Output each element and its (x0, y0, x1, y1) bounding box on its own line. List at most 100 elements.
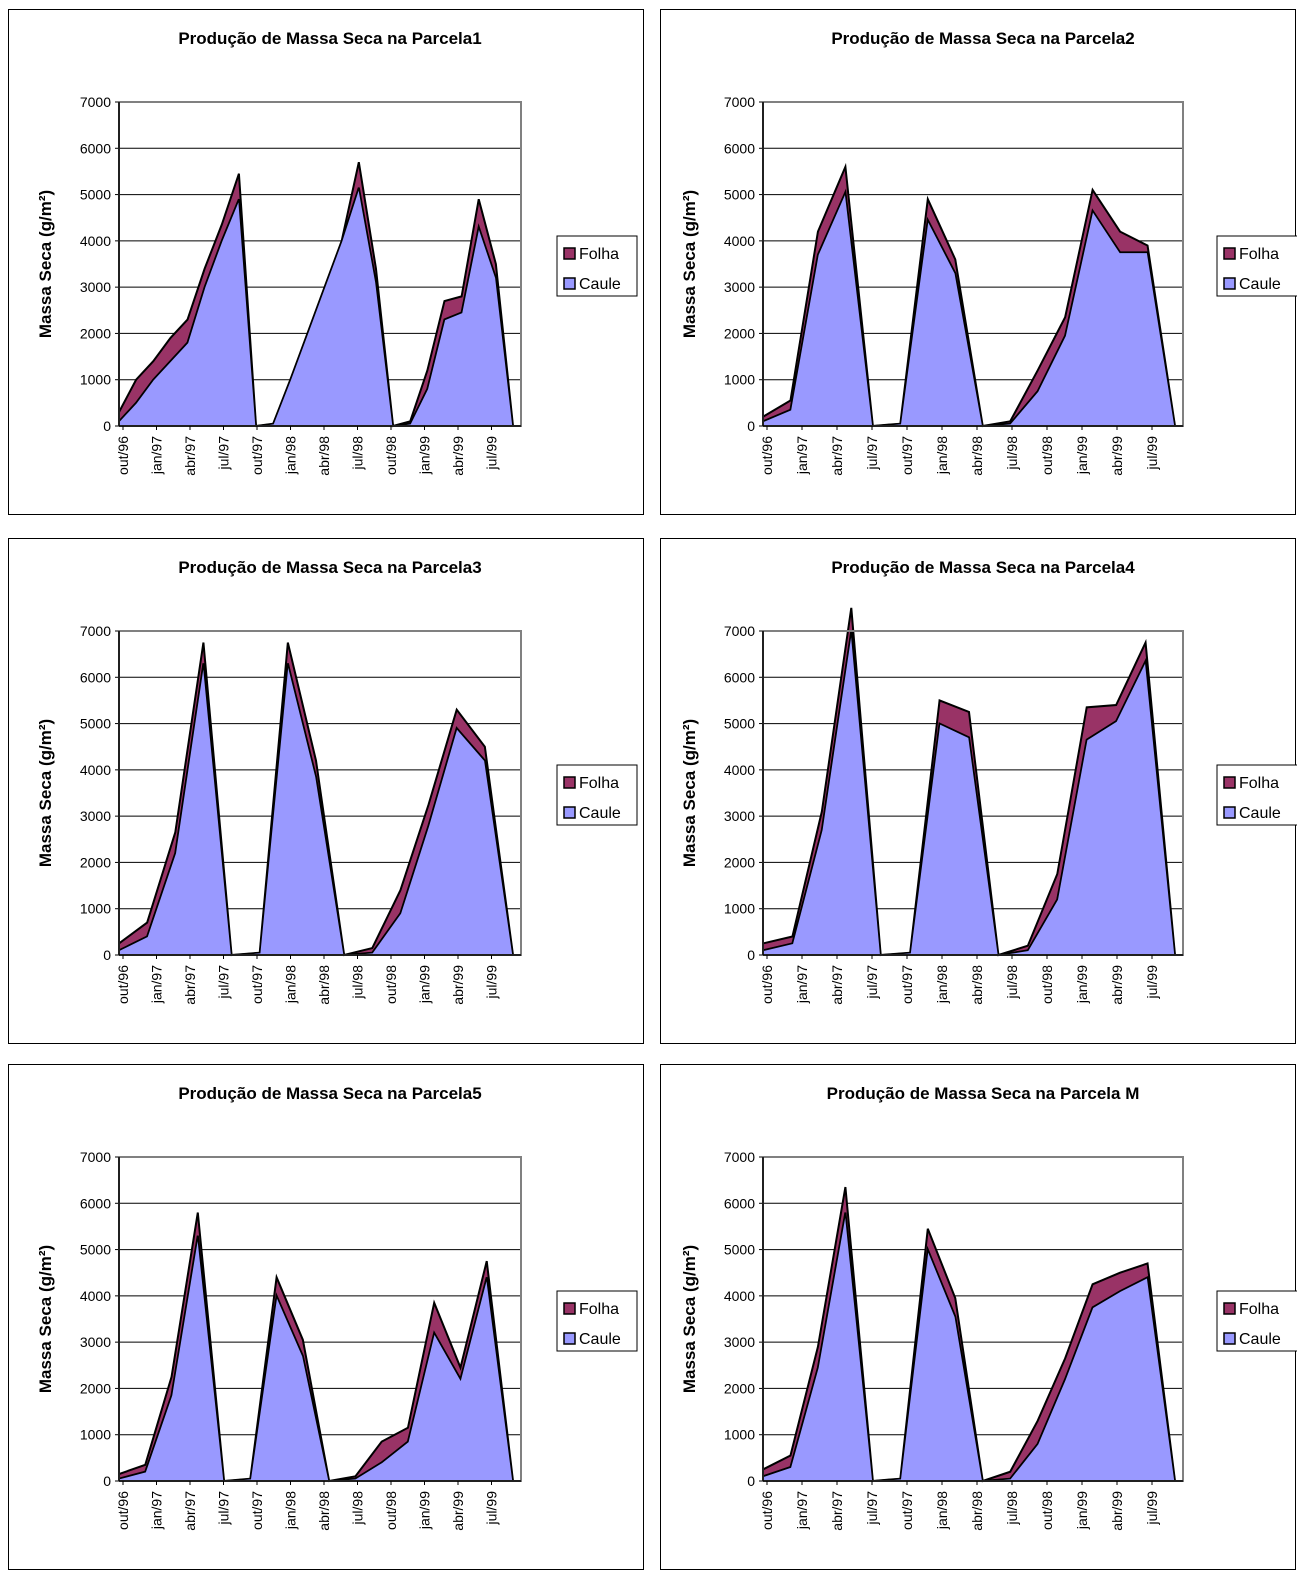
y-tick-label: 4000 (80, 762, 111, 778)
x-tick-label: jul/97 (216, 965, 232, 1000)
x-tick-label: out/98 (1039, 1491, 1055, 1530)
chart-panel: Produção de Massa Seca na Parcela1 0 1000 2… (8, 9, 644, 515)
x-tick-label: out/96 (115, 1491, 131, 1530)
chart-title: Produção de Massa Seca na Parcela M (827, 1084, 1140, 1103)
y-tick-label: 1000 (724, 1427, 755, 1443)
y-tick-label: 7000 (724, 623, 755, 639)
x-tick-label: jul/98 (1004, 965, 1020, 1000)
y-tick-label: 4000 (80, 233, 111, 249)
x-tick-label: abr/97 (182, 965, 198, 1005)
chart-title: Produção de Massa Seca na Parcela3 (178, 558, 481, 577)
x-tick-label: jul/97 (864, 436, 880, 471)
chart-panel: Produção de Massa Seca na Parcela4 0 1000 2… (660, 538, 1297, 1044)
x-tick-label: jan/98 (934, 1491, 950, 1530)
x-tick-label: abr/97 (829, 1491, 845, 1531)
y-tick-label: 5000 (80, 716, 111, 732)
y-tick-label: 3000 (724, 808, 755, 824)
chart-svg: Produção de Massa Seca na Parcela2 0 1000 2… (680, 29, 1297, 476)
legend-label-folha: Folha (1239, 775, 1279, 792)
legend-swatch-caule (563, 806, 576, 819)
legend-swatch-folha (563, 247, 576, 260)
x-tick-label: out/97 (899, 436, 915, 475)
y-tick-label: 5000 (80, 1242, 111, 1258)
y-tick-label: 7000 (724, 1149, 755, 1165)
y-tick-label: 5000 (724, 1242, 755, 1258)
chart-svg: Produção de Massa Seca na Parcela M 0 1000… (680, 1084, 1297, 1531)
y-tick-label: 6000 (724, 1195, 755, 1211)
x-tick-label: jan/97 (149, 436, 165, 475)
y-tick-label: 2000 (724, 1380, 755, 1396)
legend-swatch-caule (563, 1332, 576, 1345)
y-axis-label: Massa Seca (g/m²) (680, 1245, 699, 1393)
legend-label-caule: Caule (579, 805, 621, 822)
legend-label-caule: Caule (1239, 276, 1281, 293)
chart-svg: Produção de Massa Seca na Parcela1 0 1000 2… (36, 29, 638, 476)
x-tick-label: jul/99 (484, 436, 500, 471)
series-caule-area (762, 1212, 1176, 1482)
y-axis-label: Massa Seca (g/m²) (36, 719, 55, 867)
chart-title: Produção de Massa Seca na Parcela2 (831, 29, 1134, 48)
x-tick-label: jul/98 (1004, 436, 1020, 471)
chart-svg: Produção de Massa Seca na Parcela4 0 1000 2… (680, 558, 1297, 1005)
x-tick-label: jan/97 (149, 1491, 165, 1530)
chart-title: Produção de Massa Seca na Parcela1 (178, 29, 481, 48)
x-tick-label: abr/98 (969, 436, 985, 476)
x-tick-label: jan/97 (794, 436, 810, 475)
legend-swatch-folha (1223, 1302, 1236, 1315)
x-tick-label: out/97 (249, 436, 265, 475)
y-axis-label: Massa Seca (g/m²) (36, 1245, 55, 1393)
x-tick-label: jan/98 (283, 1491, 299, 1530)
y-tick-label: 7000 (724, 94, 755, 110)
x-tick-label: jul/99 (1144, 436, 1160, 471)
x-tick-label: abr/98 (316, 965, 332, 1005)
x-tick-label: jan/99 (417, 1491, 433, 1530)
y-tick-label: 0 (747, 1473, 755, 1489)
x-tick-label: jan/99 (1074, 1491, 1090, 1530)
y-tick-label: 1000 (80, 372, 111, 388)
x-tick-label: out/98 (383, 965, 399, 1004)
x-tick-label: out/98 (1039, 965, 1055, 1004)
x-tick-label: jan/99 (1074, 436, 1090, 475)
legend-swatch-folha (1223, 247, 1236, 260)
chart-panel: Produção de Massa Seca na Parcela M 0 1000… (660, 1064, 1297, 1570)
legend-label-folha: Folha (579, 1301, 619, 1318)
x-tick-label: out/96 (759, 1491, 775, 1530)
y-tick-label: 7000 (80, 94, 111, 110)
x-tick-label: jul/99 (484, 965, 500, 1000)
y-tick-label: 6000 (80, 669, 111, 685)
x-tick-label: jan/99 (417, 436, 433, 475)
y-axis-label: Massa Seca (g/m²) (680, 190, 699, 338)
x-tick-label: abr/99 (450, 965, 466, 1005)
x-tick-label: out/98 (1039, 436, 1055, 475)
x-tick-label: jan/98 (283, 965, 299, 1004)
y-tick-label: 2000 (724, 325, 755, 341)
legend-label-folha: Folha (1239, 1301, 1279, 1318)
x-tick-label: abr/99 (1109, 436, 1125, 476)
x-tick-label: abr/97 (829, 436, 845, 476)
series-caule-area (762, 189, 1176, 427)
legend-label-caule: Caule (579, 276, 621, 293)
x-tick-label: out/98 (383, 1491, 399, 1530)
x-tick-label: jul/97 (864, 965, 880, 1000)
x-tick-label: jul/97 (864, 1491, 880, 1526)
x-tick-label: abr/98 (969, 965, 985, 1005)
x-tick-label: jul/99 (1144, 965, 1160, 1000)
x-tick-label: jan/98 (283, 436, 299, 475)
legend-swatch-caule (1223, 277, 1236, 290)
y-tick-label: 3000 (80, 279, 111, 295)
x-tick-label: abr/98 (316, 436, 332, 476)
chart-panel: Produção de Massa Seca na Parcela5 0 1000 2… (8, 1064, 644, 1570)
y-tick-label: 1000 (80, 901, 111, 917)
y-tick-label: 4000 (724, 1288, 755, 1304)
y-axis-label: Massa Seca (g/m²) (36, 190, 55, 338)
y-tick-label: 3000 (724, 279, 755, 295)
x-tick-label: jul/99 (1144, 1491, 1160, 1526)
chart-panel: Produção de Massa Seca na Parcela3 0 1000 2… (8, 538, 644, 1044)
y-tick-label: 0 (747, 947, 755, 963)
x-tick-label: jul/97 (216, 1491, 232, 1526)
legend-label-caule: Caule (1239, 1331, 1281, 1348)
x-tick-label: out/96 (759, 965, 775, 1004)
y-tick-label: 0 (747, 418, 755, 434)
y-tick-label: 5000 (80, 187, 111, 203)
chart-title: Produção de Massa Seca na Parcela4 (831, 558, 1135, 577)
